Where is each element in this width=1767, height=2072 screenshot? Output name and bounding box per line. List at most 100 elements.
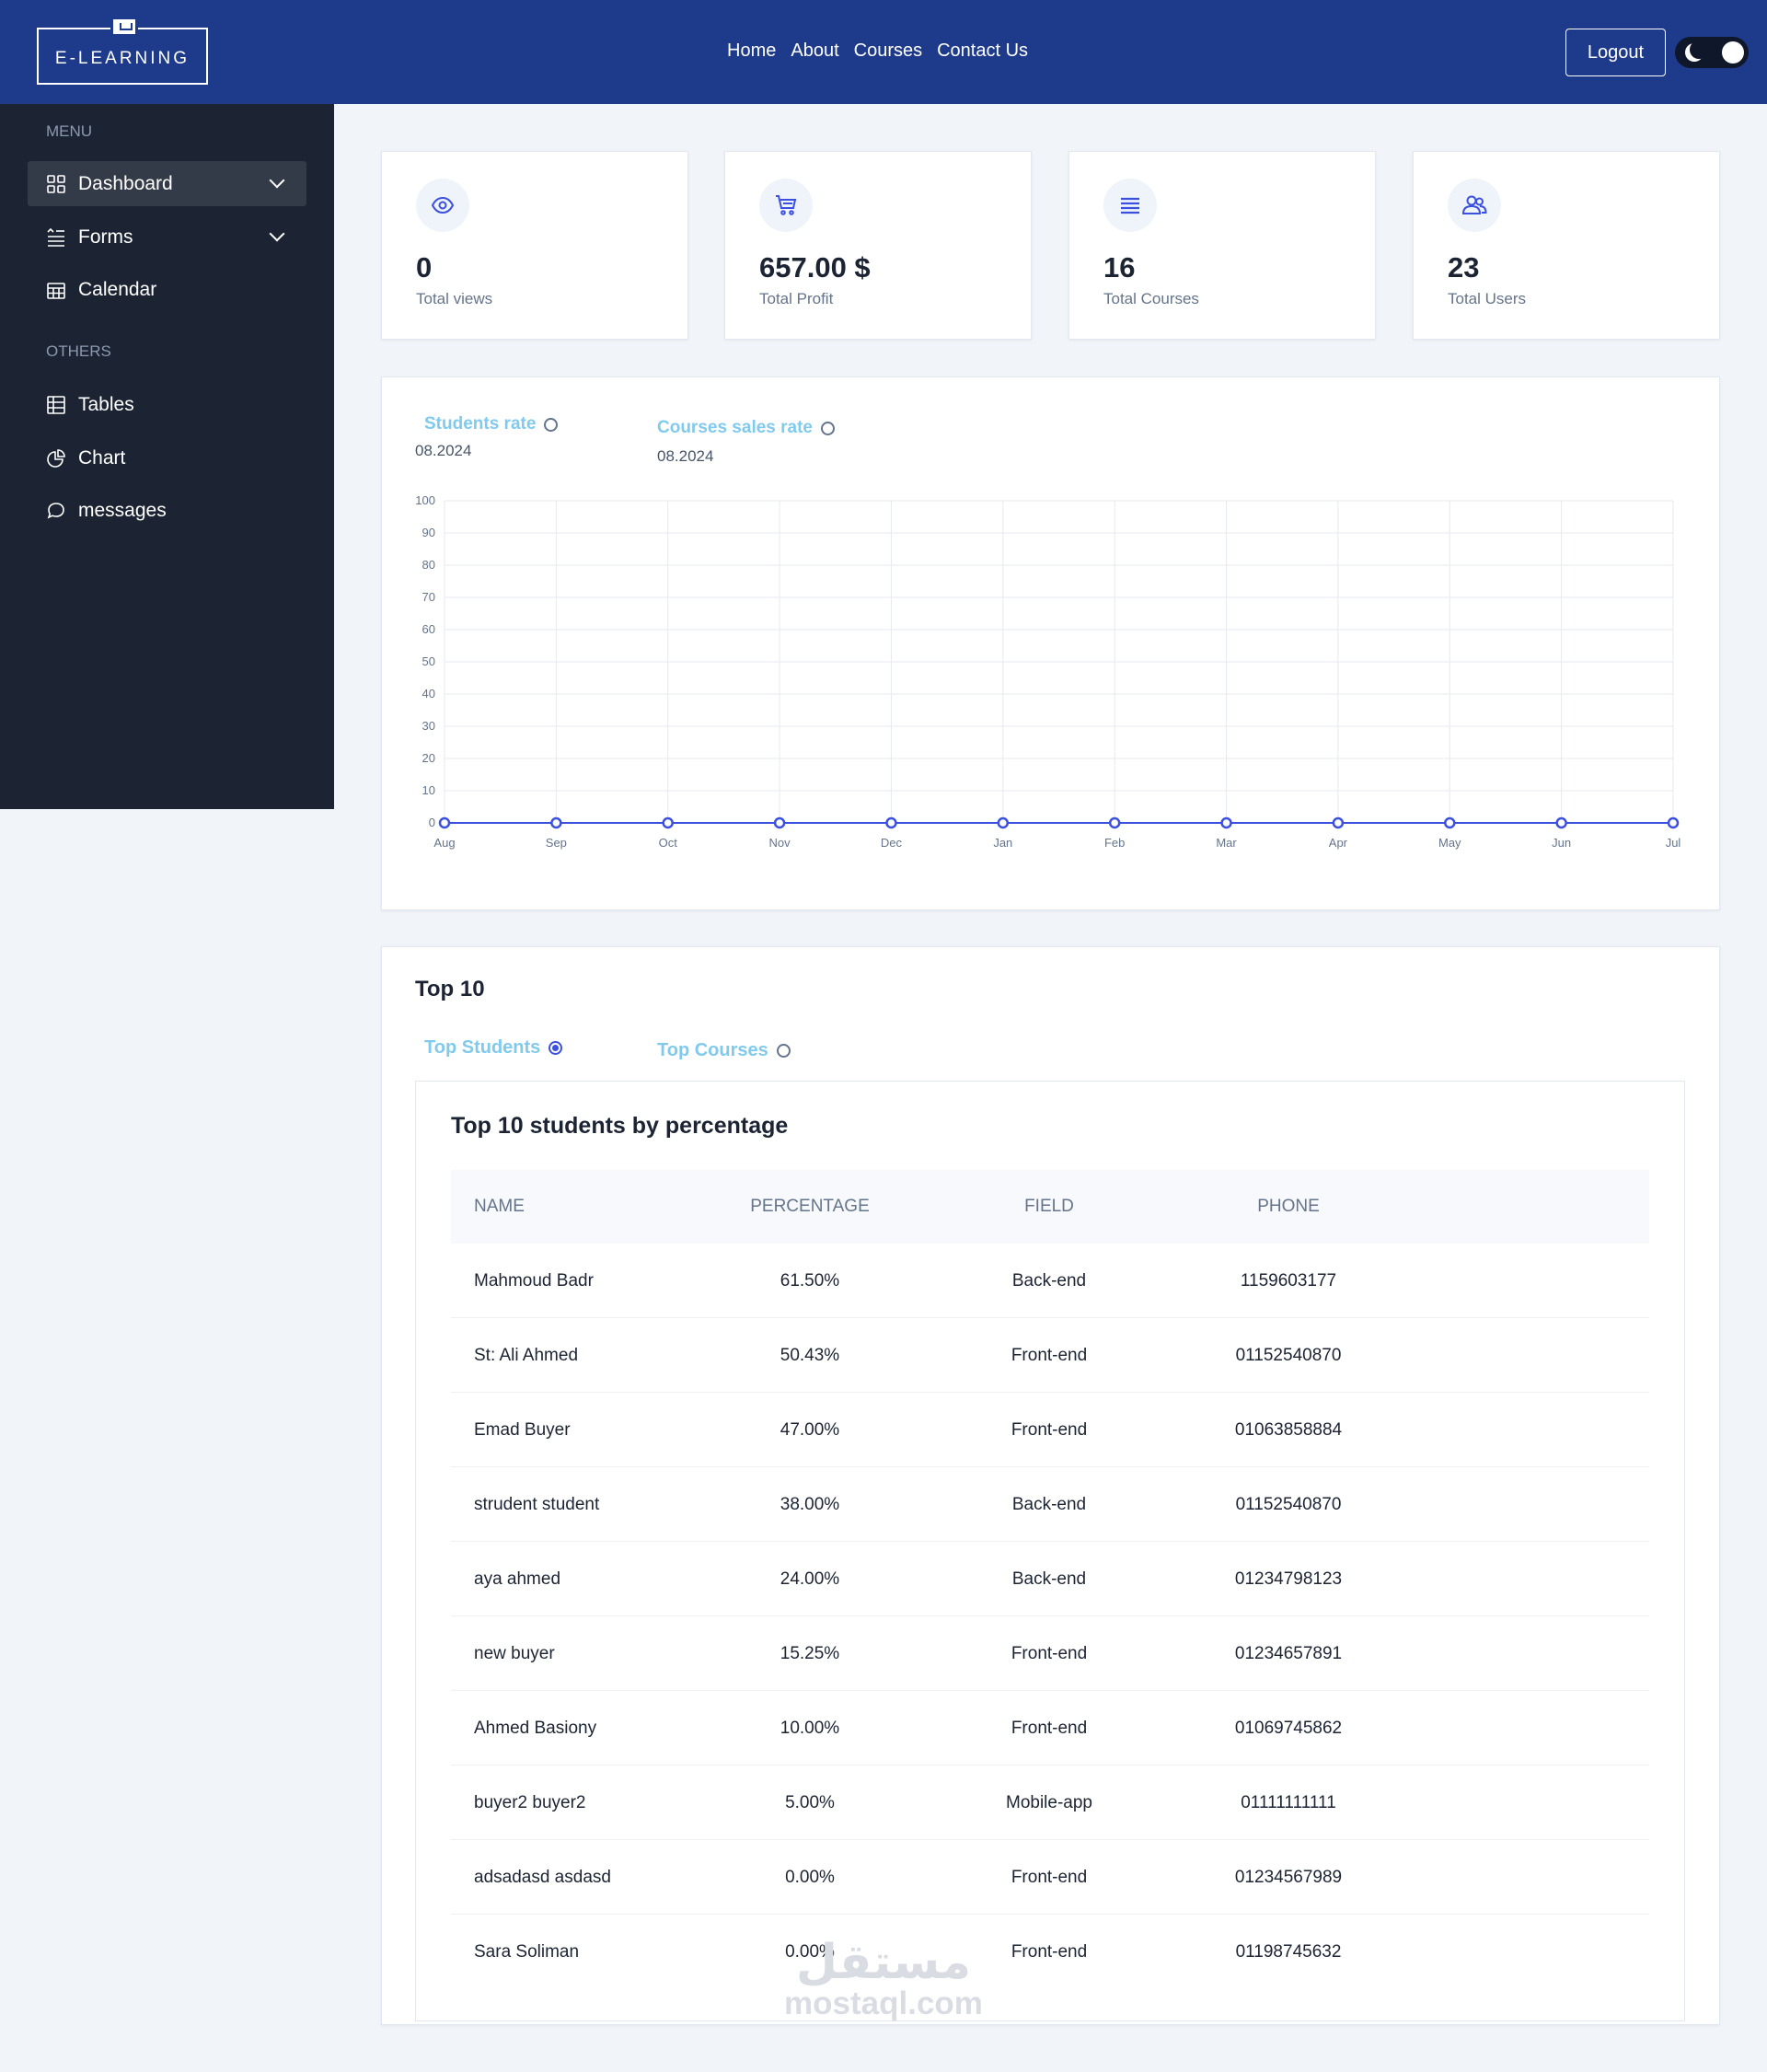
- x-tick-label: Aug: [433, 836, 455, 850]
- table-row: adsadasd asdasd 0.00% Front-end 01234567989: [451, 1840, 1649, 1915]
- cell-name: Emad Buyer: [474, 1420, 571, 1440]
- logo-text: E-LEARNING: [54, 49, 191, 68]
- eye-icon: [416, 179, 469, 232]
- stat-value: 23: [1448, 251, 1480, 284]
- sidebar-item-tables[interactable]: Tables: [28, 382, 306, 427]
- column-header-percentage: PERCENTAGE: [750, 1197, 870, 1216]
- data-point: [997, 816, 1010, 829]
- x-tick-label: May: [1438, 836, 1461, 850]
- table-row: new buyer 15.25% Front-end 01234657891: [451, 1616, 1649, 1691]
- grid-icon: [46, 174, 66, 194]
- nav-about-link[interactable]: About: [791, 41, 839, 61]
- cell-field: Front-end: [1011, 1346, 1088, 1365]
- watermark-arabic: مستقل: [795, 1935, 972, 1990]
- cell-percentage: 24.00%: [780, 1569, 840, 1589]
- data-point: [1444, 816, 1456, 829]
- cell-phone: 01234657891: [1234, 1644, 1343, 1663]
- stat-card-profit: 657.00 $ Total Profit: [724, 151, 1032, 340]
- chevron-down-icon: [269, 226, 285, 242]
- legend-courses-sales-rate[interactable]: Courses sales rate: [657, 418, 835, 438]
- stat-value: 16: [1103, 251, 1136, 284]
- cell-phone: 01234567989: [1234, 1868, 1343, 1887]
- cell-field: Front-end: [1011, 1719, 1088, 1738]
- radio-icon: [776, 1044, 791, 1058]
- x-tick-label: Apr: [1329, 836, 1348, 850]
- column-header-name: NAME: [474, 1197, 525, 1216]
- nav-home-link[interactable]: Home: [727, 41, 777, 61]
- cart-icon: [759, 179, 813, 232]
- cell-percentage: 0.00%: [785, 1942, 835, 1962]
- sidebar-item-label: messages: [78, 499, 167, 521]
- data-point: [550, 816, 562, 829]
- cell-field: Front-end: [1011, 1942, 1088, 1962]
- sidebar: MENU Dashboard Forms Calendar OTHERS Tab…: [0, 104, 334, 809]
- cell-field: Back-end: [1011, 1271, 1087, 1291]
- legend-date: 08.2024: [415, 442, 472, 459]
- x-tick-label: Jun: [1552, 836, 1571, 850]
- logout-button[interactable]: Logout: [1565, 29, 1666, 76]
- y-tick-label: 30: [422, 719, 435, 733]
- cell-name: Mahmoud Badr: [474, 1271, 594, 1291]
- x-tick-label: Dec: [881, 836, 903, 850]
- data-point: [662, 816, 674, 829]
- cell-name: aya ahmed: [474, 1569, 561, 1589]
- cell-percentage: 50.43%: [780, 1346, 840, 1365]
- tab-label: Top Students: [424, 1037, 541, 1058]
- nav-courses-link[interactable]: Courses: [853, 41, 923, 61]
- list-icon: [1103, 179, 1157, 232]
- cell-percentage: 0.00%: [785, 1868, 835, 1887]
- cell-field: Front-end: [1011, 1868, 1088, 1887]
- legend-date: 08.2024: [657, 447, 714, 465]
- sidebar-item-calendar[interactable]: Calendar: [28, 267, 306, 312]
- cell-field: Mobile-app: [1006, 1793, 1092, 1812]
- legend-students-rate[interactable]: Students rate: [424, 414, 559, 434]
- sidebar-item-dashboard[interactable]: Dashboard: [28, 161, 306, 206]
- y-tick-label: 0: [429, 816, 435, 829]
- sidebar-item-label: Chart: [78, 446, 126, 469]
- table-row: Ahmed Basiony 10.00% Front-end 01069745862: [451, 1691, 1649, 1765]
- nav-contact-link[interactable]: Contact Us: [937, 41, 1029, 61]
- table-row: Emad Buyer 47.00% Front-end 01063858884: [451, 1393, 1649, 1467]
- data-point: [885, 816, 897, 829]
- tab-top-courses[interactable]: Top Courses: [657, 1040, 791, 1061]
- site-logo[interactable]: E-LEARNING: [37, 17, 208, 85]
- cell-name: buyer2 buyer2: [474, 1793, 586, 1812]
- table-header: NAME PERCENTAGE FIELD PHONE: [451, 1170, 1649, 1244]
- x-tick-label: Nov: [769, 836, 791, 850]
- table-row: strudent student 38.00% Back-end 0115254087…: [451, 1467, 1649, 1542]
- cell-field: Back-end: [1011, 1495, 1087, 1514]
- table-icon: [46, 395, 66, 415]
- watermark: مستقل mostaql.com: [778, 1938, 989, 2020]
- watermark-latin: mostaql.com: [784, 1985, 983, 2021]
- list-icon: [46, 227, 66, 248]
- tab-top-students[interactable]: Top Students: [424, 1037, 563, 1059]
- table-row: St: Ali Ahmed 50.43% Front-end 01152540870: [451, 1318, 1649, 1393]
- x-tick-label: Feb: [1104, 836, 1125, 850]
- table-row: Sara Soliman 0.00% Front-end 01198745632: [451, 1915, 1649, 1989]
- data-point: [1332, 816, 1345, 829]
- table-title: Top 10 students by percentage: [451, 1113, 789, 1139]
- radio-icon: [544, 417, 559, 432]
- dark-mode-toggle[interactable]: [1675, 37, 1749, 68]
- stat-card-views: 0 Total views: [381, 151, 688, 340]
- stat-value: 0: [416, 251, 433, 284]
- sidebar-item-messages[interactable]: messages: [28, 488, 306, 533]
- line-chart: 0 10 20 30 40 50 60 70 80 90 100 Aug Sep Oct Nov Dec Jan…: [415, 493, 1680, 850]
- data-point: [1667, 816, 1680, 829]
- sidebar-item-chart[interactable]: Chart: [28, 435, 306, 480]
- cell-name: adsadasd asdasd: [474, 1868, 611, 1887]
- cell-percentage: 15.25%: [780, 1644, 840, 1663]
- sidebar-item-forms[interactable]: Forms: [28, 214, 306, 260]
- legend-label: Courses sales rate: [657, 418, 813, 437]
- data-point: [1220, 816, 1232, 829]
- stat-card-courses: 16 Total Courses: [1068, 151, 1376, 340]
- cell-phone: 01198745632: [1235, 1942, 1342, 1962]
- cell-phone: 01063858884: [1234, 1420, 1343, 1440]
- moon-icon: [1690, 41, 1708, 59]
- sidebar-others-heading: OTHERS: [46, 342, 111, 360]
- cell-name: Sara Soliman: [474, 1942, 580, 1962]
- x-tick-label: Mar: [1216, 836, 1237, 850]
- stat-label: Total Courses: [1103, 290, 1199, 307]
- top10-title: Top 10: [415, 977, 485, 1001]
- data-point: [773, 816, 786, 829]
